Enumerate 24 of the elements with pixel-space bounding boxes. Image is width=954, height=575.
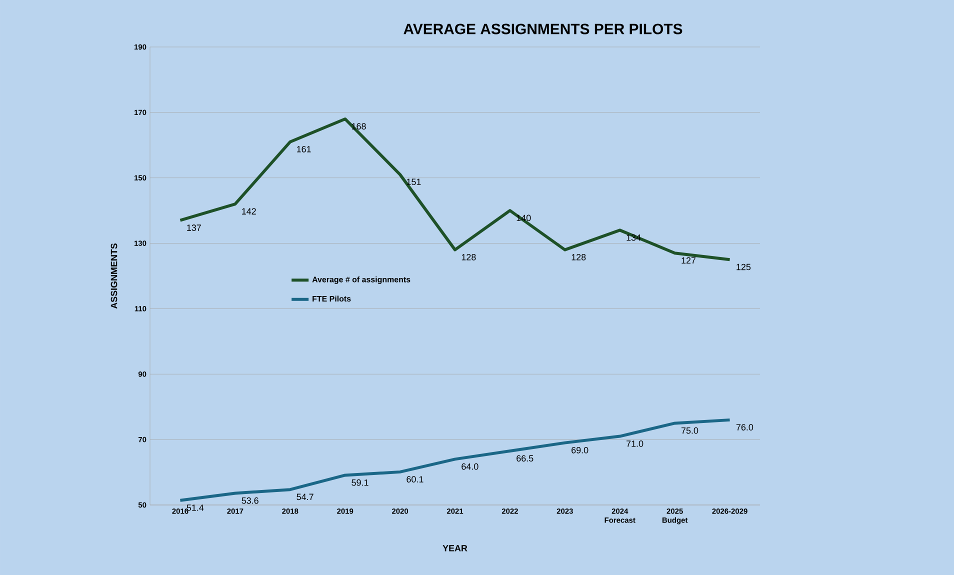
data-label: 142 xyxy=(242,208,256,214)
y-axis-title: ASSIGNMENTS xyxy=(110,243,118,309)
data-label: 53.6 xyxy=(242,497,258,504)
data-label: 69.0 xyxy=(572,447,588,454)
data-label: 128 xyxy=(462,254,476,260)
data-label: 75.0 xyxy=(681,427,698,434)
data-label: 125 xyxy=(736,264,751,270)
chart-title: AVERAGE ASSIGNMENTS PER PILOTS xyxy=(404,24,682,34)
data-label: 127 xyxy=(682,257,696,264)
data-label: 137 xyxy=(187,224,201,231)
line-series xyxy=(178,117,732,262)
data-label: 161 xyxy=(297,146,311,152)
data-label: 66.5 xyxy=(516,455,534,462)
data-label: 76.0 xyxy=(736,424,754,430)
data-label: 51.4 xyxy=(186,504,204,511)
line-series xyxy=(178,418,732,502)
data-label: 59.1 xyxy=(352,479,368,486)
data-label: 128 xyxy=(572,254,586,260)
data-label: 60.1 xyxy=(406,476,424,482)
data-label: 71.0 xyxy=(626,440,644,447)
x-axis-title: YEAR xyxy=(442,545,468,552)
data-label: 64.0 xyxy=(462,463,478,470)
data-label: 151 xyxy=(406,178,421,186)
data-label: 54.7 xyxy=(296,494,314,500)
